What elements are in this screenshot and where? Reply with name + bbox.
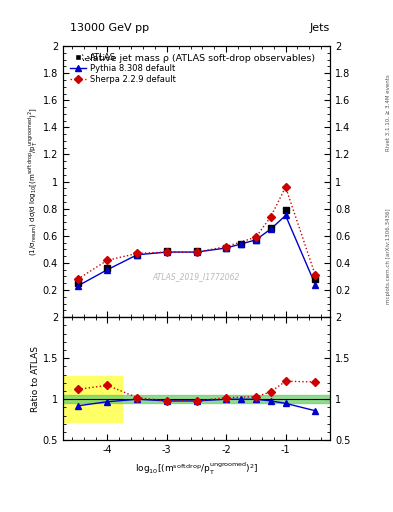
Y-axis label: (1/σ$_{\mathrm{resum}}$) dσ/d log$_{10}$[(m$^{\mathrm{soft\,drop}}$/p$_T^{\mathr: (1/σ$_{\mathrm{resum}}$) dσ/d log$_{10}$… <box>26 107 40 256</box>
Text: mcplots.cern.ch [arXiv:1306.3436]: mcplots.cern.ch [arXiv:1306.3436] <box>386 208 391 304</box>
Text: Jets: Jets <box>310 23 330 33</box>
Text: Rivet 3.1.10, ≥ 3.4M events: Rivet 3.1.10, ≥ 3.4M events <box>386 74 391 151</box>
Text: Relative jet mass ρ (ATLAS soft-drop observables): Relative jet mass ρ (ATLAS soft-drop obs… <box>78 54 315 63</box>
Legend: ATLAS, Pythia 8.308 default, Sherpa 2.2.9 default: ATLAS, Pythia 8.308 default, Sherpa 2.2.… <box>67 50 178 87</box>
X-axis label: log$_{10}$[(m$^{\mathrm{soft\,drop}}$/p$_\mathrm{T}^{\mathrm{ungroomed}}$)$^2$]: log$_{10}$[(m$^{\mathrm{soft\,drop}}$/p$… <box>135 461 258 477</box>
Text: ATLAS_2019_I1772062: ATLAS_2019_I1772062 <box>153 272 240 281</box>
Text: 13000 GeV pp: 13000 GeV pp <box>70 23 150 33</box>
Y-axis label: Ratio to ATLAS: Ratio to ATLAS <box>31 346 40 412</box>
